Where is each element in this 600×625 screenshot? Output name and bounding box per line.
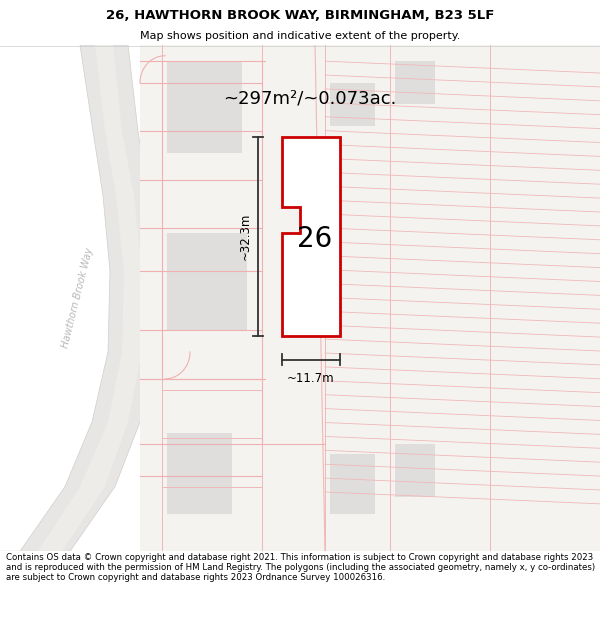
Text: ~11.7m: ~11.7m — [287, 372, 335, 386]
Text: Contains OS data © Crown copyright and database right 2021. This information is : Contains OS data © Crown copyright and d… — [6, 552, 595, 582]
Text: Hawthorn Brook Way: Hawthorn Brook Way — [61, 247, 95, 349]
Text: Map shows position and indicative extent of the property.: Map shows position and indicative extent… — [140, 31, 460, 41]
Bar — [395, 61, 435, 104]
Bar — [330, 82, 375, 126]
Bar — [167, 432, 232, 514]
Polygon shape — [140, 121, 260, 379]
Bar — [395, 444, 435, 498]
Bar — [167, 61, 242, 152]
Text: 26, HAWTHORN BROOK WAY, BIRMINGHAM, B23 5LF: 26, HAWTHORN BROOK WAY, BIRMINGHAM, B23 … — [106, 9, 494, 22]
Polygon shape — [22, 45, 142, 551]
Polygon shape — [282, 136, 340, 336]
Bar — [167, 432, 232, 514]
Bar — [167, 234, 247, 331]
Bar — [330, 454, 375, 514]
Text: 26: 26 — [298, 225, 332, 253]
Bar — [140, 45, 600, 551]
Text: ~297m²/~0.073ac.: ~297m²/~0.073ac. — [223, 90, 397, 108]
Polygon shape — [0, 45, 155, 551]
Text: ~32.3m: ~32.3m — [239, 213, 251, 261]
